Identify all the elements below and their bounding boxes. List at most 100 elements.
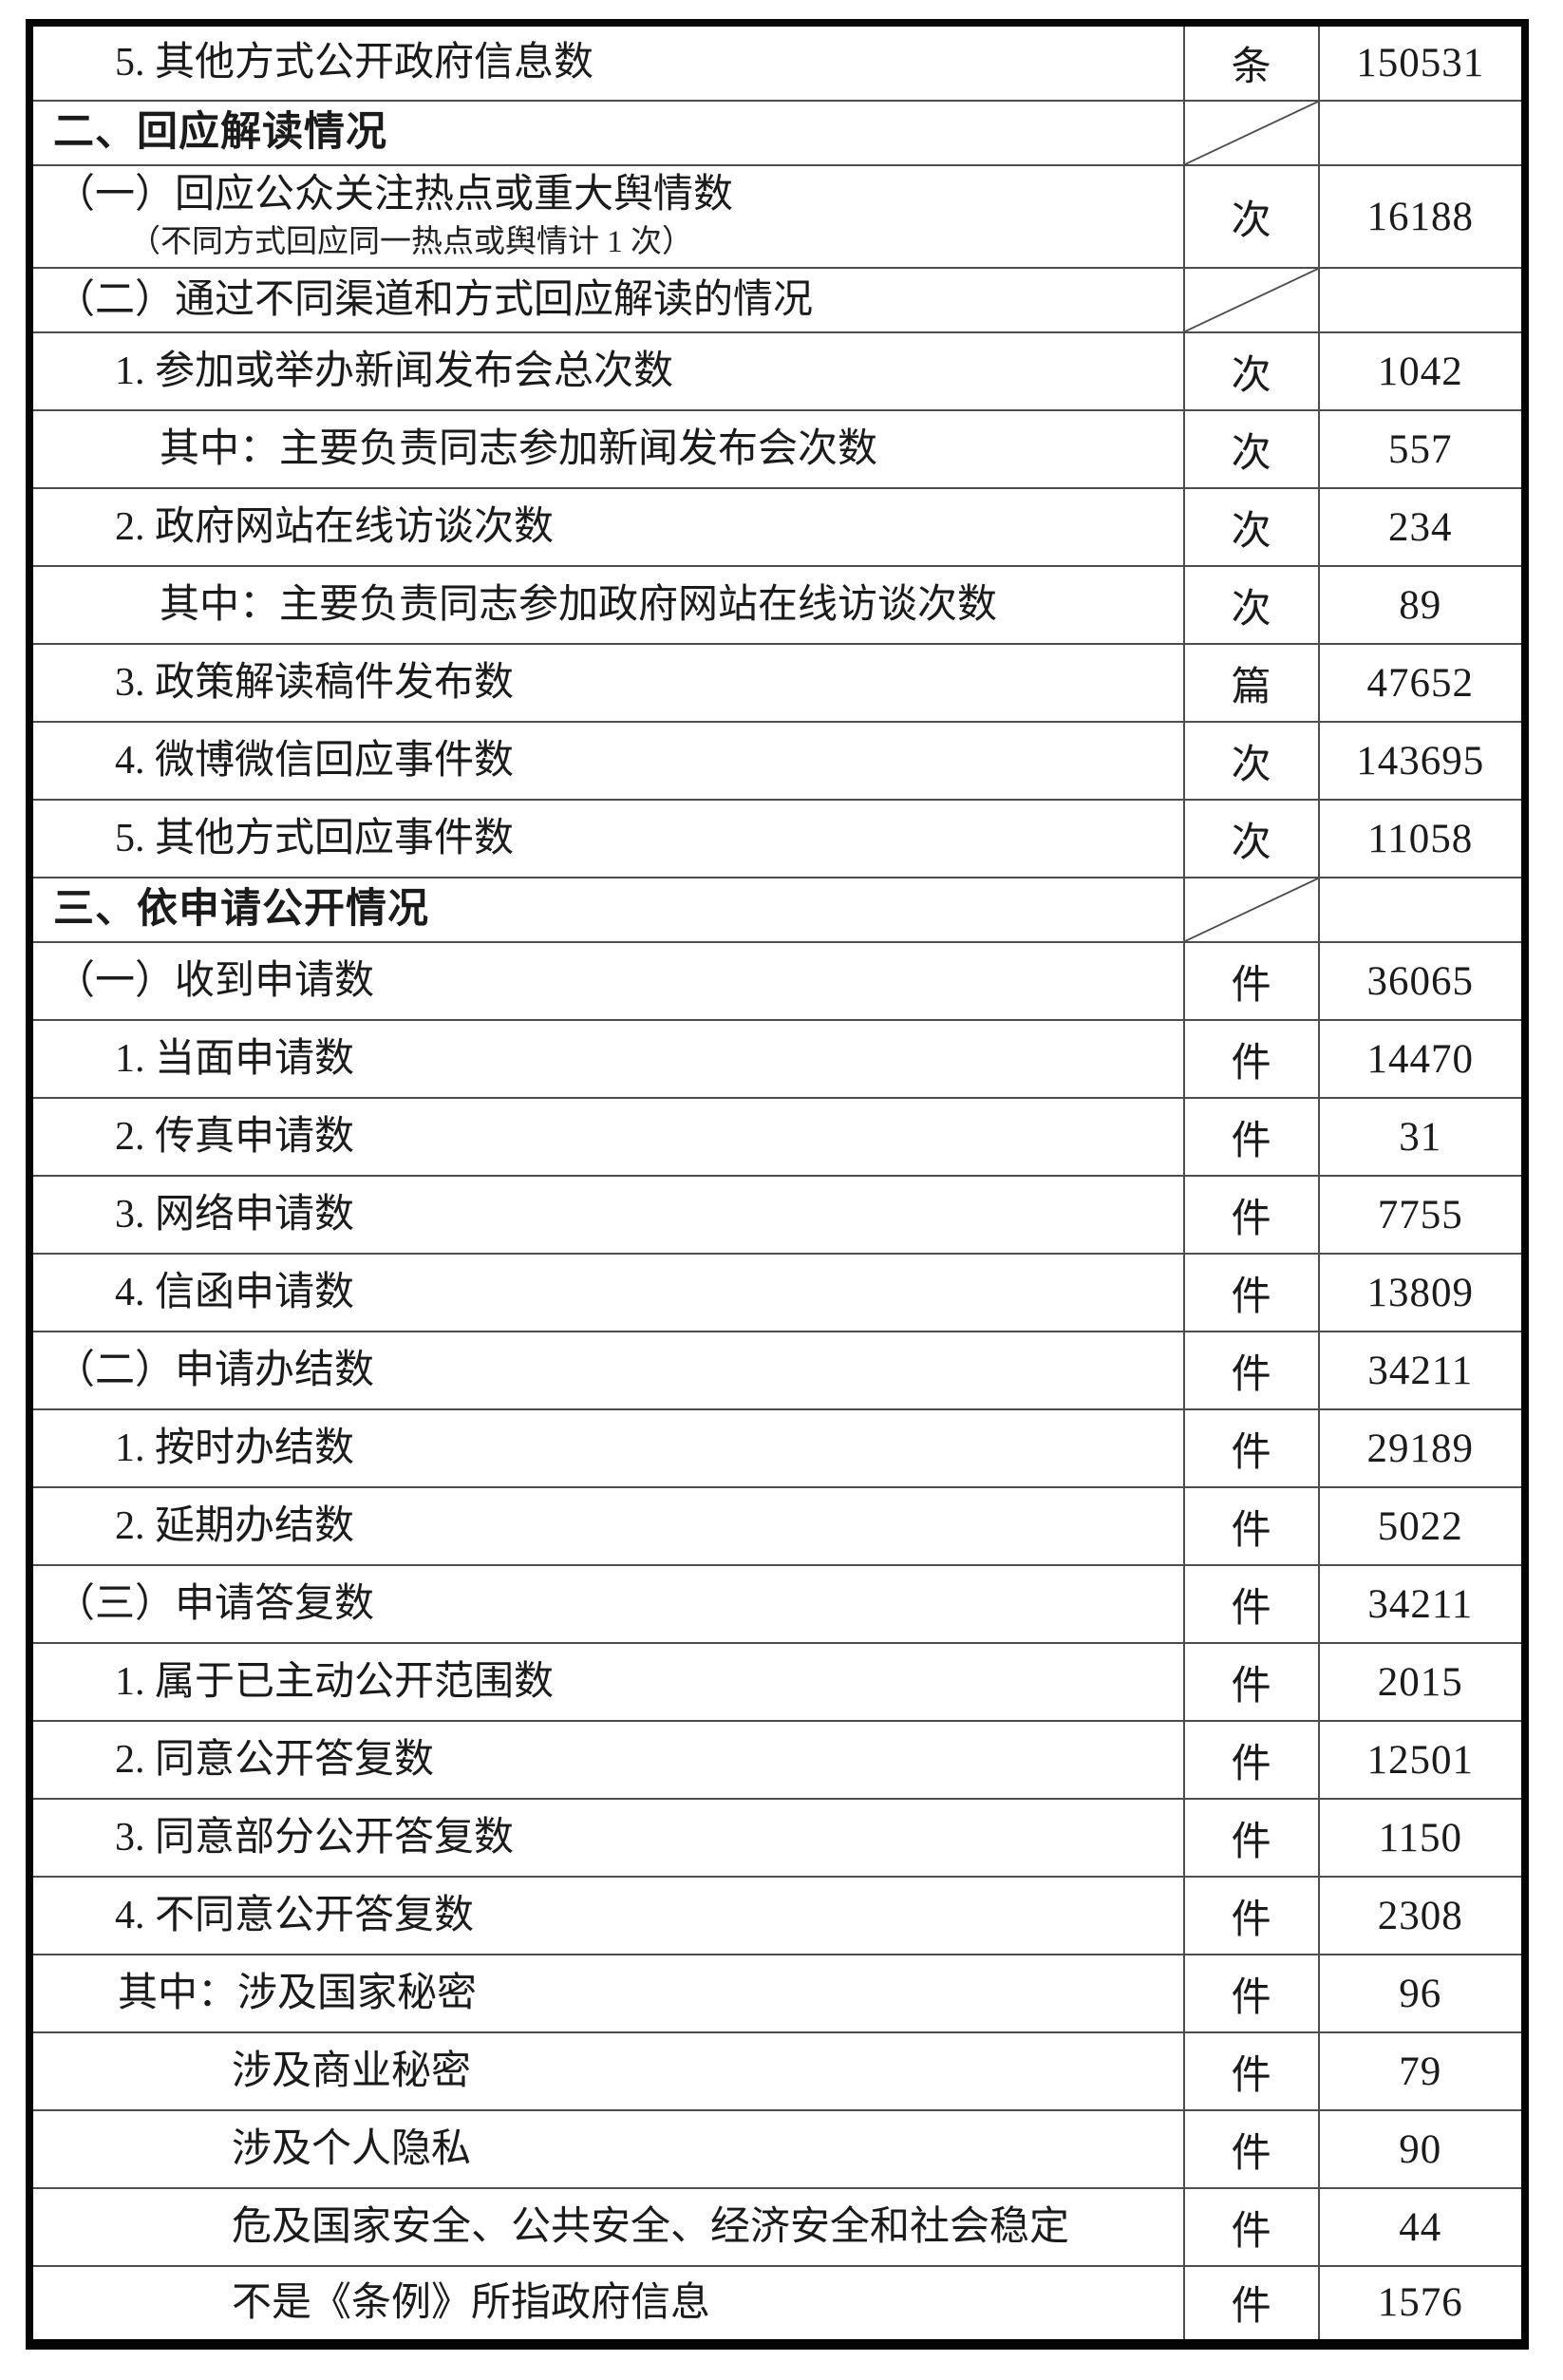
row-label: 3. 网络申请数 — [115, 1192, 355, 1237]
row-label: 5. 其他方式公开政府信息数 — [115, 41, 594, 85]
unit-cell-diagonal — [1182, 267, 1320, 333]
row-label: （三）申请答复数 — [55, 1581, 375, 1626]
item-cell: 1. 当面申请数 — [28, 1019, 1185, 1099]
unit-cell: 次 — [1182, 409, 1320, 489]
table-row: 三、依申请公开情况 — [28, 877, 1527, 943]
value-cell: 1150 — [1317, 1798, 1527, 1878]
item-cell: （一）回应公众关注热点或重大舆情数 （不同方式回应同一热点或舆情计 1 次） — [28, 164, 1185, 269]
row-label: 3. 政策解读稿件发布数 — [115, 660, 515, 705]
table-row: 4. 不同意公开答复数 件 2308 — [28, 1876, 1527, 1955]
item-cell: 5. 其他方式回应事件数 — [28, 799, 1185, 878]
item-cell: （三）申请答复数 — [28, 1564, 1185, 1644]
item-cell: 其中：主要负责同志参加政府网站在线访谈次数 — [28, 565, 1185, 645]
table-row: 其中：主要负责同志参加新闻发布会次数 次 557 — [28, 409, 1527, 489]
table-row: 2. 同意公开答复数 件 12501 — [28, 1720, 1527, 1800]
item-cell: 涉及个人隐私 — [28, 2109, 1185, 2189]
value-cell: 150531 — [1317, 22, 1527, 102]
item-cell: 5. 其他方式公开政府信息数 — [28, 22, 1185, 102]
table-row: 1. 当面申请数 件 14470 — [28, 1019, 1527, 1099]
unit-cell-diagonal — [1182, 100, 1320, 166]
value-cell — [1317, 267, 1527, 333]
unit-cell: 件 — [1182, 1720, 1320, 1800]
item-cell: 1. 属于已主动公开范围数 — [28, 1642, 1185, 1722]
row-label: 其中：涉及国家秘密 — [118, 1971, 478, 2015]
row-label: 4. 信函申请数 — [115, 1270, 355, 1314]
row-label: 其中：主要负责同志参加政府网站在线访谈次数 — [160, 582, 998, 627]
row-label: 5. 其他方式回应事件数 — [115, 816, 515, 860]
unit-cell: 件 — [1182, 1019, 1320, 1099]
item-cell: 1. 参加或举办新闻发布会总次数 — [28, 331, 1185, 411]
value-cell: 44 — [1317, 2187, 1527, 2267]
item-cell: 3. 同意部分公开答复数 — [28, 1798, 1185, 1878]
row-label: 1. 参加或举办新闻发布会总次数 — [115, 349, 674, 393]
value-cell: 1042 — [1317, 331, 1527, 411]
value-cell: 89 — [1317, 565, 1527, 645]
table-row: 4. 信函申请数 件 13809 — [28, 1253, 1527, 1332]
table-row: 危及国家安全、公共安全、经济安全和社会稳定 件 44 — [28, 2187, 1527, 2267]
value-cell: 34211 — [1317, 1564, 1527, 1644]
unit-cell: 件 — [1182, 1331, 1320, 1410]
unit-cell: 件 — [1182, 1408, 1320, 1488]
item-cell: 其中：主要负责同志参加新闻发布会次数 — [28, 409, 1185, 489]
row-label: 1. 属于已主动公开范围数 — [115, 1659, 555, 1704]
diagonal-slash-icon — [1185, 103, 1317, 163]
unit-cell: 件 — [1182, 941, 1320, 1021]
section-header-label: 三、依申请公开情况 — [53, 887, 429, 933]
table-row: （一）回应公众关注热点或重大舆情数 （不同方式回应同一热点或舆情计 1 次） 次 16… — [28, 164, 1527, 269]
value-cell: 1576 — [1317, 2265, 1527, 2345]
value-cell: 7755 — [1317, 1175, 1527, 1255]
table-row: 1. 按时办结数 件 29189 — [28, 1408, 1527, 1488]
unit-cell: 条 — [1182, 22, 1320, 102]
row-label: 4. 不同意公开答复数 — [115, 1893, 475, 1937]
table-row: （三）申请答复数 件 34211 — [28, 1564, 1527, 1644]
table-row: 涉及商业秘密 件 79 — [28, 2031, 1527, 2111]
row-label: 1. 当面申请数 — [115, 1036, 355, 1081]
table-row: 4. 微博微信回应事件数 次 143695 — [28, 721, 1527, 801]
value-cell: 16188 — [1317, 164, 1527, 269]
table-row: 其中：涉及国家秘密 件 96 — [28, 1954, 1527, 2033]
item-cell: 4. 不同意公开答复数 — [28, 1876, 1185, 1955]
unit-cell: 篇 — [1182, 643, 1320, 723]
item-cell: 涉及商业秘密 — [28, 2031, 1185, 2111]
table-row: （二）通过不同渠道和方式回应解读的情况 — [28, 267, 1527, 333]
unit-cell: 次 — [1182, 721, 1320, 801]
row-label: （一）收到申请数 — [55, 958, 375, 1003]
table-row: 3. 同意部分公开答复数 件 1150 — [28, 1798, 1527, 1878]
unit-cell: 次 — [1182, 331, 1320, 411]
table-row: （二）申请办结数 件 34211 — [28, 1331, 1527, 1410]
value-cell: 12501 — [1317, 1720, 1527, 1800]
value-cell: 5022 — [1317, 1486, 1527, 1566]
table-row: 涉及个人隐私 件 90 — [28, 2109, 1527, 2189]
value-cell: 96 — [1317, 1954, 1527, 2033]
value-cell: 36065 — [1317, 941, 1527, 1021]
value-cell: 90 — [1317, 2109, 1527, 2189]
unit-cell: 件 — [1182, 2265, 1320, 2345]
item-cell: （一）收到申请数 — [28, 941, 1185, 1021]
section-header-label: 二、回应解读情况 — [53, 110, 387, 156]
unit-cell: 件 — [1182, 1642, 1320, 1722]
item-cell: 二、回应解读情况 — [28, 100, 1185, 166]
table-row: 5. 其他方式回应事件数 次 11058 — [28, 799, 1527, 878]
table-row: 二、回应解读情况 — [28, 100, 1527, 166]
item-cell: 4. 微博微信回应事件数 — [28, 721, 1185, 801]
row-label: 2. 延期办结数 — [115, 1503, 355, 1548]
row-label: 不是《条例》所指政府信息 — [232, 2280, 711, 2325]
item-cell: 其中：涉及国家秘密 — [28, 1954, 1185, 2033]
item-cell: 3. 网络申请数 — [28, 1175, 1185, 1255]
unit-cell: 件 — [1182, 1175, 1320, 1255]
unit-cell: 件 — [1182, 2031, 1320, 2111]
gov-info-disclosure-table: 5. 其他方式公开政府信息数 条 150531 二、回应解读情况 （一）回应公众关注热点… — [26, 19, 1529, 2350]
value-cell: 31 — [1317, 1097, 1527, 1177]
unit-cell: 件 — [1182, 1564, 1320, 1644]
row-label: 2. 政府网站在线访谈次数 — [115, 504, 555, 549]
value-cell: 14470 — [1317, 1019, 1527, 1099]
item-cell: 2. 延期办结数 — [28, 1486, 1185, 1566]
unit-cell: 件 — [1182, 1097, 1320, 1177]
item-cell: 1. 按时办结数 — [28, 1408, 1185, 1488]
unit-cell: 件 — [1182, 1954, 1320, 2033]
row-label: 2. 同意公开答复数 — [115, 1737, 435, 1782]
table-row: 2. 延期办结数 件 5022 — [28, 1486, 1527, 1566]
table-row: 2. 政府网站在线访谈次数 次 234 — [28, 487, 1527, 567]
row-label: 危及国家安全、公共安全、经济安全和社会稳定 — [232, 2204, 1070, 2249]
